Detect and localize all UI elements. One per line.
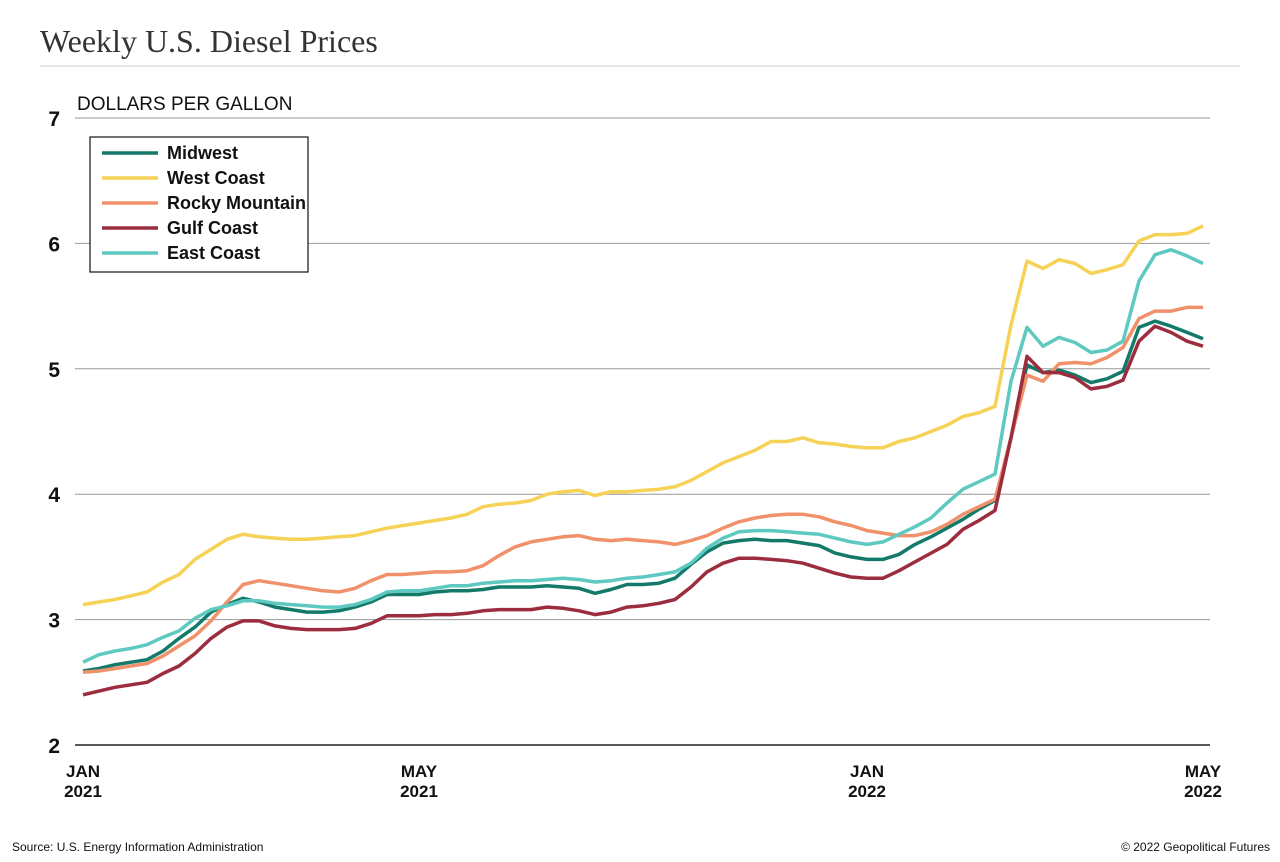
y-tick-label: 2 [48,735,60,758]
chart-title: Weekly U.S. Diesel Prices [40,23,378,59]
legend-label: Rocky Mountain [167,193,306,213]
y-tick-label: 6 [48,233,60,256]
legend-label: Midwest [167,143,238,163]
y-axis-label: DOLLARS PER GALLON [77,94,292,115]
series-line [82,319,1204,673]
y-tick-label: 5 [48,359,60,382]
x-tick-label: MAY 2022 [1184,762,1222,801]
y-tick-label: 3 [48,610,60,633]
legend-label: Gulf Coast [167,218,258,238]
series-line [82,324,1204,697]
x-tick-label: JAN 2021 [64,762,102,801]
x-tick-label: MAY 2021 [400,762,438,801]
legend-label: West Coast [167,168,265,188]
y-tick-label: 7 [48,108,60,131]
credit: © 2022 Geopolitical Futures [1121,840,1270,854]
series-line [82,224,1204,607]
series-line [82,247,1204,664]
y-tick-label: 4 [48,484,60,507]
source: Source: U.S. Energy Information Administ… [12,840,263,854]
x-tick-label: JAN 2022 [848,762,886,801]
legend-label: East Coast [167,243,260,263]
